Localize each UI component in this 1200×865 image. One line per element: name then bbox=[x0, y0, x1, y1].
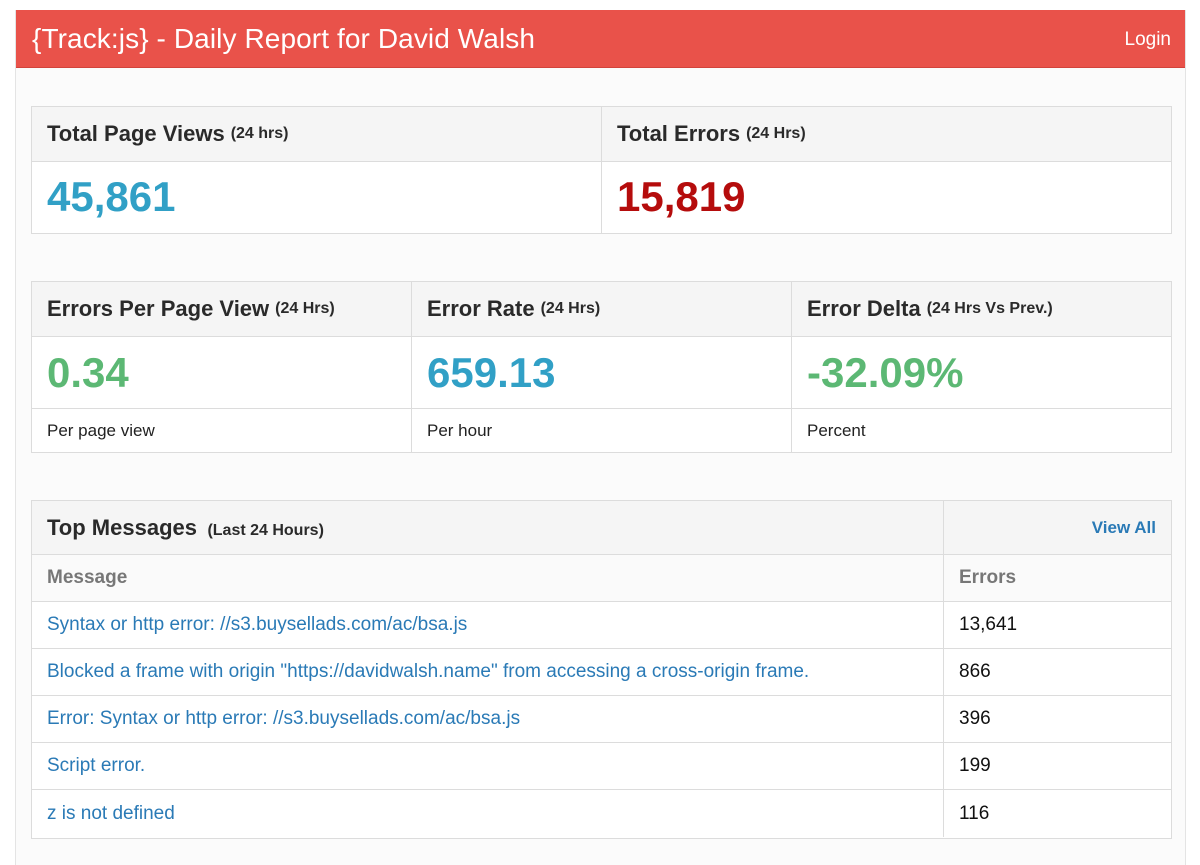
message-link[interactable]: Syntax or http error: //s3.buysellads.co… bbox=[47, 614, 468, 635]
top-messages-period: (Last 24 Hours) bbox=[207, 521, 324, 539]
table-header-row: Message Errors bbox=[32, 555, 1171, 602]
table-row: Blocked a frame with origin "https://dav… bbox=[32, 649, 1171, 696]
error-rate-value: 659.13 bbox=[412, 337, 791, 409]
errors-per-page-view-label: Errors Per Page View bbox=[47, 296, 270, 321]
total-errors-value: 15,819 bbox=[617, 173, 746, 221]
errors-per-page-view-header: Errors Per Page View (24 Hrs) bbox=[32, 282, 411, 337]
total-errors-period: (24 Hrs) bbox=[746, 124, 806, 142]
error-count: 199 bbox=[959, 755, 991, 776]
error-delta-period: (24 Hrs Vs Prev.) bbox=[926, 300, 1053, 317]
message-link[interactable]: Error: Syntax or http error: //s3.buysel… bbox=[47, 708, 521, 729]
error-count: 396 bbox=[959, 708, 991, 729]
error-delta-header: Error Delta (24 Hrs Vs Prev.) bbox=[792, 282, 1171, 337]
total-page-views-period: (24 hrs) bbox=[230, 124, 289, 142]
view-all-link[interactable]: View All bbox=[1091, 517, 1156, 537]
total-page-views-label: Total Page Views bbox=[47, 120, 225, 146]
error-count: 866 bbox=[959, 661, 991, 682]
errors-per-page-view-footer: Per page view bbox=[47, 420, 155, 440]
top-messages-header: Top Messages (Last 24 Hours) View All bbox=[32, 501, 1171, 555]
message-link[interactable]: Blocked a frame with origin "https://dav… bbox=[47, 661, 810, 682]
error-count: 116 bbox=[959, 802, 990, 824]
total-errors-label: Total Errors bbox=[617, 120, 741, 146]
total-page-views-card: Total Page Views (24 hrs) 45,861 bbox=[32, 107, 601, 233]
table-row: z is not defined 116 bbox=[32, 790, 1171, 837]
column-header-errors[interactable]: Errors bbox=[959, 567, 1017, 588]
report-page: {Track:js} - Daily Report for David Wals… bbox=[15, 10, 1186, 865]
login-link[interactable]: Login bbox=[1124, 29, 1172, 50]
total-page-views-value: 45,861 bbox=[47, 173, 176, 221]
page-title: {Track:js} - Daily Report for David Wals… bbox=[32, 23, 536, 54]
error-rate-footer: Per hour bbox=[427, 420, 493, 440]
error-delta-label: Error Delta bbox=[807, 296, 921, 321]
errors-per-page-view-value: 0.34 bbox=[32, 337, 411, 409]
errors-per-page-view-card: Errors Per Page View (24 Hrs) 0.34 Per p… bbox=[32, 282, 411, 452]
top-messages-title: Top Messages bbox=[47, 514, 197, 540]
error-rate-label: Error Rate bbox=[427, 296, 535, 321]
error-delta-value: -32.09% bbox=[792, 337, 1171, 409]
total-page-views-header: Total Page Views (24 hrs) bbox=[32, 107, 601, 162]
error-count: 13,641 bbox=[959, 614, 1018, 635]
totals-panel: Total Page Views (24 hrs) 45,861 Total E… bbox=[31, 106, 1172, 234]
error-rate-header: Error Rate (24 Hrs) bbox=[412, 282, 791, 337]
table-row: Script error. 199 bbox=[32, 743, 1171, 790]
top-messages-panel: Top Messages (Last 24 Hours) View All Me… bbox=[31, 500, 1172, 839]
error-delta-footer: Percent bbox=[807, 420, 866, 440]
rates-panel: Errors Per Page View (24 Hrs) 0.34 Per p… bbox=[31, 281, 1172, 453]
errors-per-page-view-period: (24 Hrs) bbox=[275, 300, 335, 317]
column-header-message[interactable]: Message bbox=[47, 567, 128, 588]
error-delta-card: Error Delta (24 Hrs Vs Prev.) -32.09% Pe… bbox=[791, 282, 1171, 452]
table-row: Syntax or http error: //s3.buysellads.co… bbox=[32, 602, 1171, 649]
total-errors-card: Total Errors (24 Hrs) 15,819 bbox=[601, 107, 1171, 233]
message-link[interactable]: z is not defined bbox=[47, 802, 175, 824]
table-row: Error: Syntax or http error: //s3.buysel… bbox=[32, 696, 1171, 743]
error-rate-period: (24 Hrs) bbox=[540, 300, 601, 317]
total-errors-header: Total Errors (24 Hrs) bbox=[602, 107, 1171, 162]
error-rate-card: Error Rate (24 Hrs) 659.13 Per hour bbox=[411, 282, 791, 452]
top-bar: {Track:js} - Daily Report for David Wals… bbox=[16, 10, 1185, 68]
message-link[interactable]: Script error. bbox=[47, 755, 146, 776]
